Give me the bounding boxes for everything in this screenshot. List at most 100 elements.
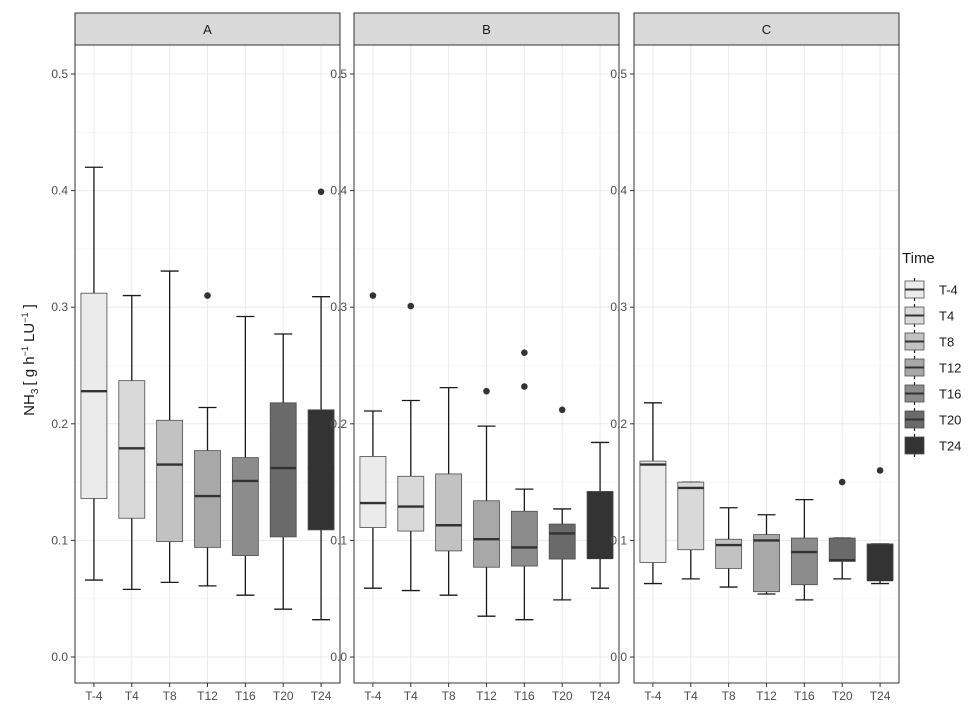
box-iqr: [828, 537, 856, 562]
y-tick-label: 0.4: [51, 184, 68, 198]
box-t4: [677, 481, 705, 580]
facet-strip-label: A: [203, 22, 212, 37]
box-t8: [715, 507, 743, 588]
box-iqr: [435, 473, 463, 552]
box-iqr: [359, 456, 387, 528]
y-tick-label: 0.2: [51, 417, 68, 431]
x-tick-label: T4: [404, 689, 418, 703]
y-axis-title-mid: LU: [21, 323, 38, 346]
outlier-point: [838, 478, 846, 486]
legend-item-label: T16: [939, 387, 961, 402]
y-tick-label: 0.5: [610, 67, 627, 81]
facet-panel-b: B 0.0 0.1 0.2 0.3 0.4 0.5 T-4 T4 T8 T12 T16 T20 T24: [330, 12, 620, 703]
facet-panel-c: C 0.0 0.1 0.2 0.3 0.4 0.5 T-4 T4 T8 T12 T16 T20 T24: [610, 12, 900, 703]
box-iqr: [548, 523, 576, 560]
legend-item-label: T-4: [939, 283, 958, 298]
outlier-point: [407, 302, 415, 310]
box-t12: [473, 387, 500, 617]
y-tick-label: 0.2: [610, 417, 627, 431]
legend-item-t-4: T-4: [904, 278, 958, 301]
box-iqr: [790, 537, 818, 586]
box-t16: [790, 498, 818, 601]
y-axis-title-end: ]: [21, 304, 38, 312]
legend-item-t4: T4: [904, 304, 954, 327]
x-tick-label: T-4: [85, 689, 103, 703]
outlier-point: [317, 188, 325, 196]
box-iqr: [80, 292, 108, 499]
box-iqr: [677, 481, 705, 551]
box-iqr: [307, 409, 335, 531]
box-t-4: [359, 292, 387, 589]
y-tick-label: 0.1: [51, 533, 68, 547]
box-iqr: [715, 538, 743, 569]
outlier-point: [369, 292, 377, 299]
facet-strip-label: C: [762, 22, 771, 37]
legend-item-label: T20: [939, 413, 961, 428]
y-tick-label: 0.1: [610, 533, 627, 547]
y-tick-label: 0.4: [610, 184, 627, 198]
box-t20: [269, 333, 297, 610]
x-tick-label: T8: [722, 689, 736, 703]
x-tick-label: T8: [163, 689, 177, 703]
box-iqr: [510, 510, 538, 567]
box-iqr: [269, 402, 297, 538]
y-tick-label: 0.1: [330, 533, 347, 547]
y-tick-label: 0.3: [610, 300, 627, 314]
box-t-4: [639, 402, 667, 585]
outlier-point: [204, 292, 211, 299]
x-tick-label: T16: [235, 689, 256, 703]
x-tick-label: T12: [476, 689, 497, 703]
legend-item-t24: T24: [904, 434, 961, 457]
legend: Time T-4 T4 T8 T12 T16 T20 T24: [902, 250, 961, 457]
box-iqr: [586, 491, 614, 559]
x-tick-label: T16: [794, 689, 815, 703]
box-iqr: [231, 457, 259, 556]
y-tick-label: 0.0: [51, 650, 68, 664]
box-iqr: [473, 500, 500, 568]
facet-strip-label: B: [482, 22, 491, 37]
x-tick-label: T20: [552, 689, 573, 703]
box-t16: [231, 315, 259, 596]
x-tick-label: T-4: [644, 689, 662, 703]
x-tick-label: T24: [590, 689, 611, 703]
y-tick-label: 0.0: [610, 650, 627, 664]
y-tick-label: 0.3: [330, 300, 347, 314]
x-tick-label: T20: [273, 689, 294, 703]
legend-title: Time: [902, 250, 935, 267]
y-axis-title-sup2: −1: [20, 313, 30, 323]
x-tick-label: T-4: [364, 689, 382, 703]
facet-panel-a: A 0.0 0.1 0.2 0.3 0.4 0.5 T-4 T4 T8 T12 T16 T20 T24: [51, 12, 341, 703]
box-t4: [397, 302, 425, 592]
box-iqr: [866, 543, 894, 581]
box-t24: [866, 467, 894, 585]
x-tick-label: T16: [514, 689, 535, 703]
x-tick-label: T4: [684, 689, 698, 703]
outlier-point: [521, 349, 528, 356]
box-t-4: [80, 166, 108, 581]
box-iqr: [156, 419, 184, 542]
legend-item-t12: T12: [904, 356, 961, 379]
y-tick-label: 0.2: [330, 417, 347, 431]
legend-item-t8: T8: [904, 330, 954, 353]
box-t12: [753, 514, 780, 595]
legend-item-label: T12: [939, 361, 961, 376]
facet-strip: [74, 12, 341, 46]
box-t8: [156, 270, 184, 584]
outlier-point: [558, 406, 566, 414]
x-tick-label: T4: [125, 689, 139, 703]
box-t8: [435, 387, 463, 596]
legend-item-label: T4: [939, 309, 954, 324]
panels-layer: A 0.0 0.1 0.2 0.3 0.4 0.5 T-4 T4 T8 T12 T16 T20 T24 B 0…: [51, 12, 900, 703]
x-tick-label: T8: [442, 689, 456, 703]
y-axis-title: NH3[ g h−1 LU−1 ]: [20, 304, 41, 416]
y-axis-title-rest: [ g h: [21, 356, 38, 385]
legend-item-label: T24: [939, 439, 961, 454]
box-t20: [828, 478, 856, 580]
legend-item-label: T8: [939, 335, 954, 350]
y-tick-label: 0.0: [330, 650, 347, 664]
box-iqr: [639, 460, 667, 563]
box-iqr: [397, 475, 425, 532]
x-tick-label: T12: [197, 689, 218, 703]
y-axis-title-main: NH: [21, 394, 38, 416]
